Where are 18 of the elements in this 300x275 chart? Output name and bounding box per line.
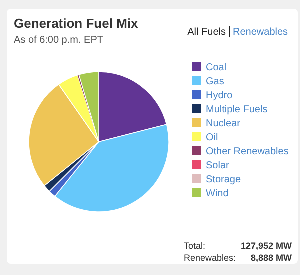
text: 127,952 MW bbox=[240, 241, 292, 251]
legend-label: Other Renewables bbox=[206, 146, 289, 158]
text: All Fuels bbox=[188, 27, 226, 38]
text: Renewables: bbox=[184, 253, 236, 263]
legend-label: Hydro bbox=[206, 90, 234, 102]
text: Renewables bbox=[233, 27, 288, 38]
legend-label: Storage bbox=[206, 174, 242, 186]
legend-label: Solar bbox=[206, 160, 230, 172]
legend-label: Wind bbox=[206, 188, 229, 200]
chart-subtitle: As of 6:00 p.m. EPT bbox=[14, 35, 104, 46]
legend-label: Coal bbox=[206, 62, 227, 74]
text: Total: bbox=[184, 241, 206, 251]
chart-title: Generation Fuel Mix bbox=[14, 16, 140, 31]
text: 8,888 MW bbox=[250, 253, 293, 263]
legend-label: Gas bbox=[206, 76, 224, 88]
legend-label: Oil bbox=[206, 132, 218, 144]
legend-label: Multiple Fuels bbox=[206, 104, 268, 116]
legend-label: Nuclear bbox=[206, 118, 242, 130]
